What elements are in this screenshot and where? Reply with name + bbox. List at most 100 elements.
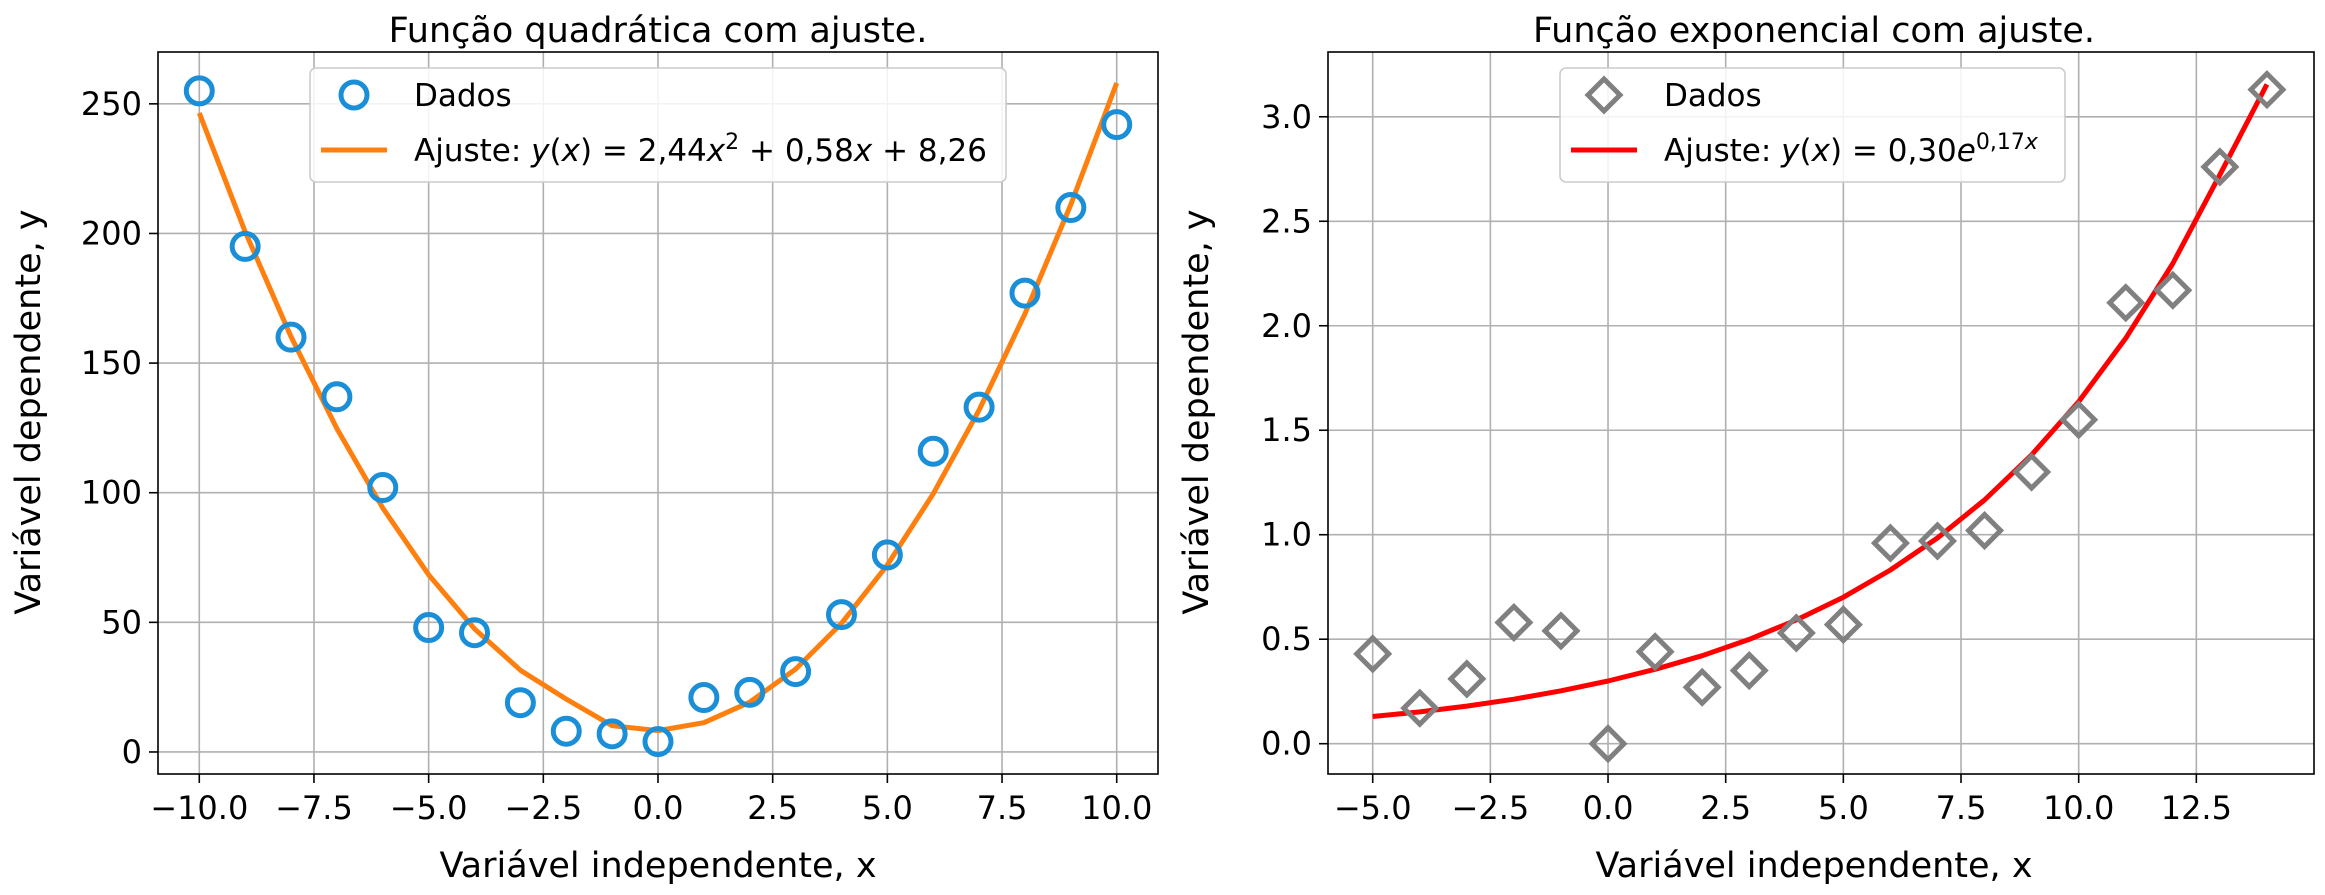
data-point [1729,651,1769,691]
legend-entry-part: 0,17 [1976,130,2025,155]
y-tick-label: 50 [101,603,142,641]
legend: Dados Ajuste: y(x) = 2,44x2 + 0,58x + 8,2… [309,67,1007,183]
y-tick-label: 3.0 [1261,98,1312,136]
data-point [1917,521,1958,561]
data-point [1965,511,2005,551]
y-tick-label: 0 [122,733,142,771]
data-point [1055,192,1087,224]
fit-line [1372,83,2270,719]
legend-box [1559,67,2066,183]
data-point [1353,634,1393,674]
x-tick-label: 0.0 [633,789,684,827]
series-layer [183,75,1133,758]
grid-lines [1328,52,2314,774]
y-tick-label: 0.0 [1261,725,1312,763]
data-point [2106,283,2146,323]
x-tick-label: 5.0 [862,789,913,827]
data-point [2153,270,2193,310]
data-point [1588,724,1628,764]
data-point [1400,688,1440,728]
legend-entry-part: 2 [725,130,739,155]
data-point [596,718,628,750]
y-axis-label: Variável dependente, y [1177,209,1217,614]
data-point [229,230,261,262]
data-point [183,75,215,107]
legend-entry-part: x [1811,133,1831,169]
x-tick-label: −2.5 [1452,789,1530,827]
y-tick-label: 250 [81,85,142,123]
legend-marker [1584,75,1624,115]
data-point [780,656,812,688]
data-point [275,321,307,353]
y-tick-label: 2.5 [1261,202,1312,240]
chart-title: Função exponencial com ajuste. [1533,11,2095,51]
legend-entry-part: e [1957,133,1976,169]
legend-entry-part: Ajuste: [1664,133,1781,169]
plot-frame [157,51,1159,775]
x-tick-label: 7.5 [1936,789,1987,827]
x-tick-label: 0.0 [1583,789,1634,827]
quadratic-chart: Função quadrática com ajuste. Variável i… [9,11,1159,886]
data-point [1009,277,1041,309]
chart-title: Função quadrática com ajuste. [389,11,928,51]
legend-entry-part: Ajuste: [414,133,531,169]
data-point [1776,613,1816,653]
data-point [2247,70,2287,110]
x-axis-label: Variável independente, x [1595,846,2032,886]
data-point [504,687,536,719]
legend-entry: Dados [414,78,512,114]
axis-ticks: −5.0 −2.5 0.0 2.5 5.0 7.5 10.0 12.5 0.0 0.5 1.0 1.5… [1261,98,2232,827]
x-tick-label: −7.5 [275,789,353,827]
x-tick-label: 5.0 [1818,789,1869,827]
legend-entry-part: ) = 0,30 [1830,133,1957,169]
data-point [1682,667,1722,707]
data-point [1447,659,1487,699]
y-tick-label: 0.5 [1261,620,1312,658]
x-tick-label: 2.5 [1700,789,1751,827]
plot-frame [1327,51,2315,775]
y-axis-label: Variável dependente, y [9,209,49,614]
x-tick-label: −5.0 [1334,789,1412,827]
x-tick-label: 10.0 [1081,789,1152,827]
legend-entry: Ajuste: y(x) = 0,30e0,17x [1664,130,2039,170]
legend-box [309,67,1007,183]
data-point [642,726,674,758]
data-point [871,539,903,571]
data-point [321,381,353,413]
legend-entry: Ajuste: y(x) = 2,44x2 + 0,58x + 8,26 [414,130,987,170]
legend-marker [338,79,370,111]
x-axis-label: Variável independente, x [439,846,876,886]
legend-entry-part: + 0,58 [739,133,854,169]
exponential-chart: Função exponencial com ajuste. Variável … [1177,11,2315,886]
data-point [2200,147,2240,187]
data-point [1101,109,1133,141]
data-point [1823,605,1863,645]
legend-entry-part: ( [1800,133,1812,169]
x-tick-label: 10.0 [2043,789,2114,827]
y-tick-label: 1.0 [1261,516,1312,554]
legend-entry-part: ) = 2,44 [580,133,707,169]
data-point [367,472,399,504]
data-point [917,435,949,467]
data-point [1541,611,1581,651]
data-point [459,617,491,649]
legend-entry: Dados [1664,78,1762,114]
legend-entry-part: x [853,133,873,169]
x-tick-label: −10.0 [150,789,248,827]
legend-entry-part: y [530,133,550,169]
x-tick-label: 7.5 [977,789,1028,827]
legend-entry-part: x [706,133,726,169]
data-point [413,612,445,644]
data-point [1870,523,1910,563]
x-tick-label: −2.5 [504,789,582,827]
legend-entry-part: x [561,133,581,169]
y-tick-label: 2.0 [1261,307,1312,345]
data-point [2012,452,2052,492]
data-point [963,391,995,423]
legend-entry-part: y [1780,133,1800,169]
data-point [1635,632,1675,672]
y-tick-label: 1.5 [1261,411,1312,449]
y-tick-label: 200 [81,214,142,252]
